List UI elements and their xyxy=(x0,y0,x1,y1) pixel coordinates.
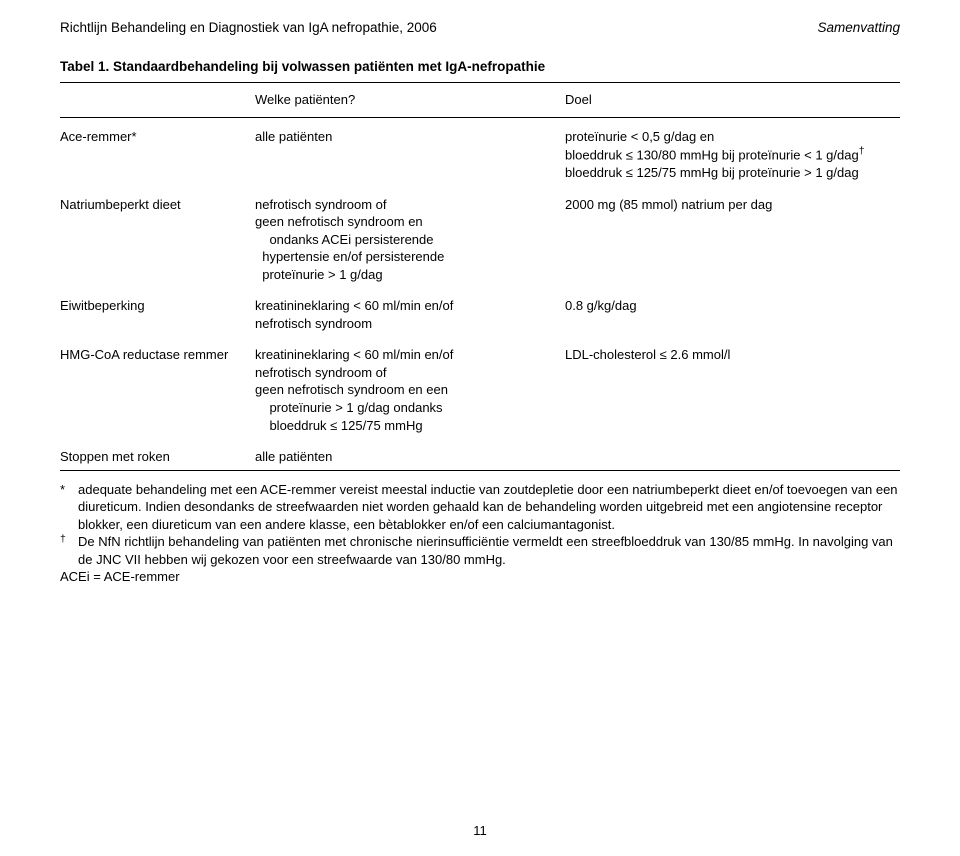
col-header-goal: Doel xyxy=(565,91,900,109)
table-row: Eiwitbeperking kreatinineklaring < 60 ml… xyxy=(60,287,900,336)
row-label: HMG-CoA reductase remmer xyxy=(60,346,255,434)
footnote: † De NfN richtlijn behandeling van patië… xyxy=(60,533,900,568)
row-label: Natriumbeperkt dieet xyxy=(60,196,255,284)
row-patients: nefrotisch syndroom ofgeen nefrotisch sy… xyxy=(255,196,565,284)
table-row: HMG-CoA reductase remmer kreatinineklari… xyxy=(60,336,900,438)
row-patients: kreatinineklaring < 60 ml/min en/ofnefro… xyxy=(255,297,565,332)
footnote-text: De NfN richtlijn behandeling van patiënt… xyxy=(78,533,900,568)
header-right: Samenvatting xyxy=(817,20,900,35)
col-header-empty xyxy=(60,91,255,109)
row-goal xyxy=(565,448,900,466)
row-patients: alle patiënten xyxy=(255,448,565,466)
row-patients: kreatinineklaring < 60 ml/min en/ofnefro… xyxy=(255,346,565,434)
footnote: * adequate behandeling met een ACE-remme… xyxy=(60,481,900,534)
row-goal: 2000 mg (85 mmol) natrium per dag xyxy=(565,196,900,284)
row-goal: LDL-cholesterol ≤ 2.6 mmol/l xyxy=(565,346,900,434)
row-label: Eiwitbeperking xyxy=(60,297,255,332)
footnotes: * adequate behandeling met een ACE-remme… xyxy=(60,481,900,586)
header-left: Richtlijn Behandeling en Diagnostiek van… xyxy=(60,20,437,35)
row-goal: proteïnurie < 0,5 g/dag enbloeddruk ≤ 13… xyxy=(565,128,900,182)
table-title: Tabel 1. Standaardbehandeling bij volwas… xyxy=(60,59,900,74)
footnote-text: adequate behandeling met een ACE-remmer … xyxy=(78,481,900,534)
rule-bottom xyxy=(60,470,900,471)
table-body: Ace-remmer* alle patiënten proteïnurie <… xyxy=(60,118,900,470)
footnote-mark: * xyxy=(60,481,78,534)
footnote-mark: † xyxy=(60,533,78,568)
page-header: Richtlijn Behandeling en Diagnostiek van… xyxy=(60,20,900,35)
row-label: Stoppen met roken xyxy=(60,448,255,466)
row-patients: alle patiënten xyxy=(255,128,565,182)
row-goal: 0.8 g/kg/dag xyxy=(565,297,900,332)
table-row: Ace-remmer* alle patiënten proteïnurie <… xyxy=(60,118,900,186)
col-header-patients: Welke patiënten? xyxy=(255,91,565,109)
table-row: Natriumbeperkt dieet nefrotisch syndroom… xyxy=(60,186,900,288)
row-label: Ace-remmer* xyxy=(60,128,255,182)
table-row: Stoppen met roken alle patiënten xyxy=(60,438,900,470)
page-number: 11 xyxy=(60,823,900,838)
page: Richtlijn Behandeling en Diagnostiek van… xyxy=(0,0,960,856)
abbreviation: ACEi = ACE-remmer xyxy=(60,568,900,586)
column-header-row: Welke patiënten? Doel xyxy=(60,83,900,117)
